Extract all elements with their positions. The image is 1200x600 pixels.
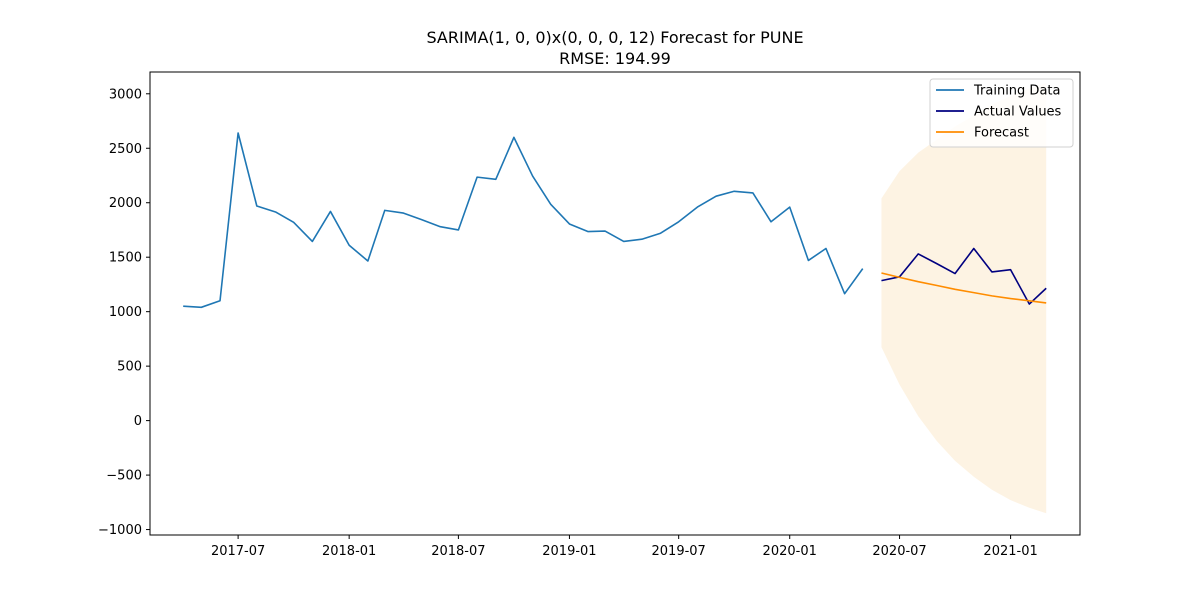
y-tick-label: 2500 <box>109 142 142 157</box>
series-line-forecast <box>881 272 1047 304</box>
chart-title: SARIMA(1, 0, 0)x(0, 0, 0, 12) Forecast f… <box>426 28 803 47</box>
series-line-training-data <box>183 132 864 309</box>
y-axis: −1000 −500 0 500 1000 1500 2000 2500 3000 <box>98 87 150 538</box>
confidence-band <box>881 82 1047 514</box>
y-tick-label: 3000 <box>109 87 142 102</box>
x-tick-label: 2021-01 <box>983 544 1037 559</box>
y-tick-label: 0 <box>134 414 142 429</box>
legend: Training Data Actual Values Forecast <box>929 78 1074 148</box>
legend-box <box>929 78 1074 148</box>
x-tick-label: 2020-01 <box>763 544 817 559</box>
y-tick-label: 1000 <box>109 305 142 320</box>
y-tick-label: −500 <box>106 469 142 484</box>
y-tick-label: −1000 <box>98 523 142 538</box>
series-line-actual-values <box>881 247 1047 305</box>
x-tick-label: 2018-07 <box>431 544 485 559</box>
legend-label: Forecast <box>974 126 1029 141</box>
legend-label: Actual Values <box>974 105 1062 120</box>
x-tick-label: 2018-01 <box>322 544 376 559</box>
plot-content <box>183 82 1047 514</box>
plot-frame <box>149 71 1081 536</box>
chart-subtitle: RMSE: 194.99 <box>559 49 671 68</box>
x-tick-label: 2020-07 <box>872 544 926 559</box>
y-tick-label: 2000 <box>109 196 142 211</box>
y-tick-label: 1500 <box>109 251 142 266</box>
x-tick-label: 2017-07 <box>211 544 265 559</box>
legend-label: Training Data <box>973 84 1060 99</box>
y-tick-label: 500 <box>117 360 142 375</box>
x-axis: 2017-07 2018-01 2018-07 2019-01 2019-07 2020-… <box>211 535 1038 559</box>
x-tick-label: 2019-07 <box>652 544 706 559</box>
x-tick-label: 2019-01 <box>542 544 596 559</box>
